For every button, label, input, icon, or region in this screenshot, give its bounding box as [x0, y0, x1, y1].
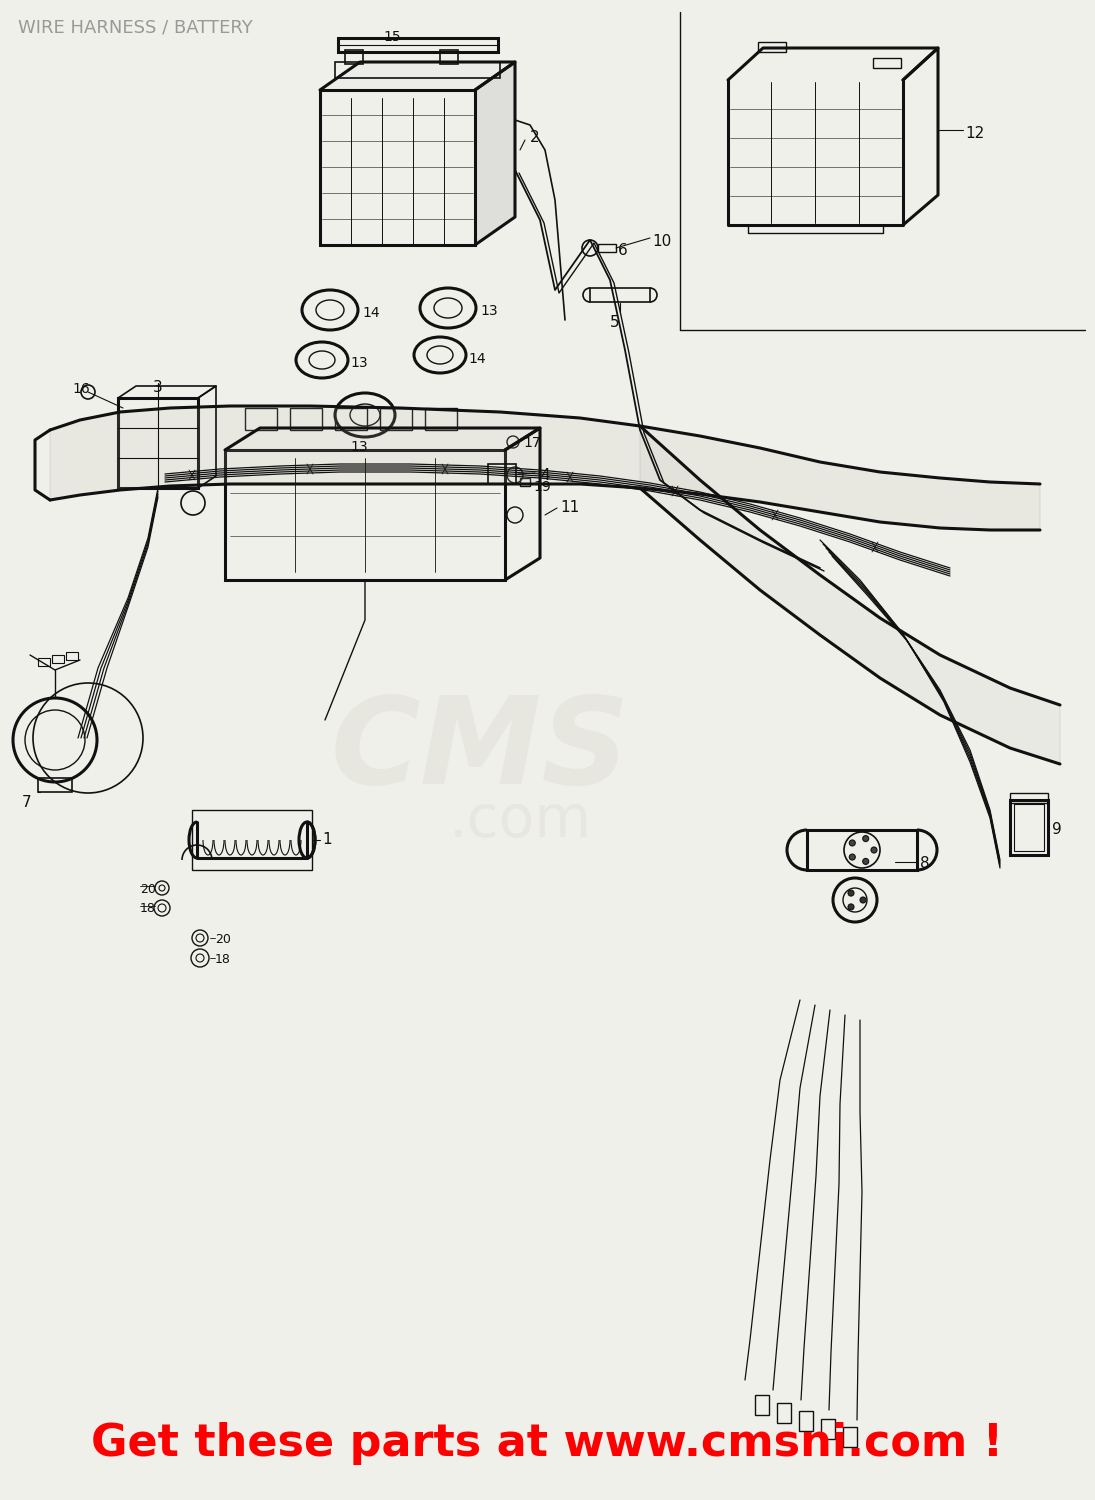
Bar [777, 1402, 791, 1423]
Bar [338, 38, 498, 52]
Bar [598, 244, 616, 252]
Text: 13: 13 [480, 304, 497, 318]
Text: .com: .com [449, 792, 591, 849]
Bar [520, 478, 530, 486]
Bar [118, 398, 198, 488]
Text: 1: 1 [322, 833, 332, 848]
Bar [345, 50, 364, 64]
Text: 12: 12 [965, 126, 984, 141]
Bar [51, 656, 64, 663]
Polygon shape [50, 406, 1040, 530]
Circle shape [848, 904, 854, 910]
Polygon shape [475, 62, 515, 244]
Bar [754, 1395, 769, 1414]
Bar [1014, 804, 1044, 850]
Circle shape [850, 840, 855, 846]
Text: 5: 5 [610, 315, 620, 330]
Bar [335, 62, 500, 78]
Bar [821, 1419, 835, 1438]
Bar [290, 408, 322, 430]
Text: 10: 10 [652, 234, 671, 249]
Text: 6: 6 [618, 243, 627, 258]
Circle shape [860, 897, 866, 903]
Circle shape [863, 836, 868, 842]
Bar [425, 408, 457, 430]
Bar [1010, 800, 1048, 855]
Text: 16: 16 [72, 382, 90, 396]
Text: 9: 9 [1052, 822, 1062, 837]
Text: WIRE HARNESS / BATTERY: WIRE HARNESS / BATTERY [18, 18, 253, 36]
Bar [758, 42, 786, 52]
Text: 13: 13 [350, 356, 368, 370]
Bar [807, 830, 917, 870]
Bar [192, 810, 312, 870]
Bar [320, 90, 475, 244]
Text: CMS: CMS [331, 692, 630, 808]
Text: 13: 13 [350, 440, 368, 454]
Text: 18: 18 [140, 902, 155, 915]
Bar [38, 778, 72, 792]
Text: 14: 14 [468, 352, 485, 366]
Text: 14: 14 [362, 306, 380, 320]
Bar [245, 408, 277, 430]
Bar [38, 658, 50, 666]
Text: 11: 11 [560, 500, 579, 514]
Text: 8: 8 [920, 856, 930, 871]
Bar [488, 464, 516, 484]
Text: 15: 15 [383, 30, 401, 44]
Polygon shape [639, 426, 1060, 764]
Bar [335, 408, 367, 430]
Text: 17: 17 [523, 436, 541, 450]
Polygon shape [320, 62, 515, 90]
Text: Get these parts at www.cmsni.com !: Get these parts at www.cmsni.com ! [91, 1422, 1003, 1466]
Bar [380, 408, 412, 430]
Bar [66, 652, 78, 660]
Bar [224, 450, 505, 580]
Text: 20: 20 [215, 933, 231, 946]
Text: 3: 3 [153, 380, 163, 394]
Bar [440, 50, 458, 64]
Text: 18: 18 [215, 952, 231, 966]
Bar [799, 1412, 812, 1431]
Bar [873, 58, 901, 68]
Circle shape [850, 853, 855, 859]
Circle shape [863, 858, 868, 864]
Text: 4: 4 [540, 468, 550, 483]
Text: 19: 19 [533, 480, 551, 494]
Text: 20: 20 [140, 884, 155, 896]
Text: 2: 2 [530, 130, 540, 146]
Bar [843, 1426, 857, 1448]
Text: 7: 7 [22, 795, 32, 810]
Bar [1010, 794, 1048, 802]
Circle shape [848, 890, 854, 896]
Bar [590, 288, 650, 302]
Circle shape [871, 847, 877, 853]
